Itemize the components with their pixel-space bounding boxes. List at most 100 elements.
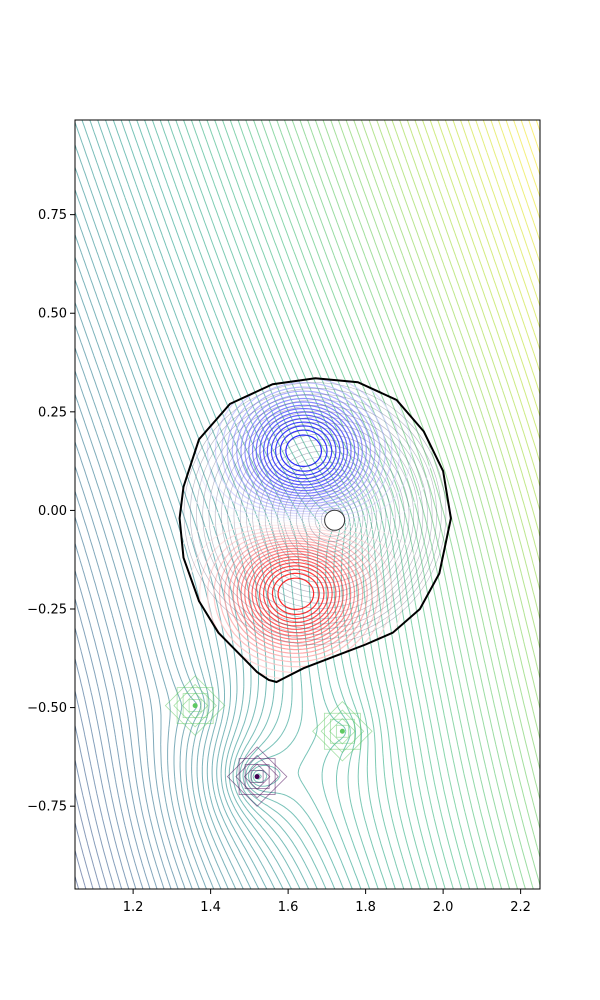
vacuum-contour-line — [128, 120, 353, 889]
plasma-contour-line — [240, 394, 367, 502]
plasma-contour-line — [236, 545, 356, 647]
vacuum-contour-line — [75, 627, 137, 889]
vacuum-contour-line — [237, 120, 471, 889]
flux-surface — [283, 473, 373, 563]
coil-contour — [238, 758, 276, 796]
vacuum-contour-line — [284, 120, 518, 889]
coil-contour — [250, 770, 264, 784]
y-axis: 0.75 0.50 0.25 0.00 −0.25 −0.50 −0.75 — [27, 208, 75, 815]
plasma-contour-line — [214, 378, 393, 515]
flux-surface — [246, 439, 401, 594]
vacuum-contour-line — [75, 759, 108, 889]
coil-contour — [176, 687, 214, 725]
plasma-contour-line — [248, 401, 360, 497]
coil-contour — [226, 746, 288, 807]
plasma-contour-line — [277, 577, 315, 610]
vacuum-contour-line — [75, 690, 123, 889]
vacuum-contour-line — [120, 120, 344, 889]
vacuum-contour-line — [75, 417, 193, 889]
plasma-contour-line — [244, 397, 363, 500]
coil-contour — [181, 692, 209, 719]
plasma-contour-line — [266, 418, 341, 483]
flux-surface — [308, 496, 355, 542]
coil-contour — [329, 718, 355, 744]
vacuum-contour-line — [167, 120, 396, 889]
plasma-contour-line — [263, 414, 345, 486]
plasma-contour-line — [223, 537, 368, 658]
plasma-contour-line — [240, 547, 352, 644]
vacuum-contour-line — [268, 120, 503, 889]
plasma-contour-line — [255, 408, 352, 492]
plasma-contour-line — [270, 421, 337, 480]
plasma-contour-line — [228, 540, 364, 654]
plasma-contour-line — [285, 434, 322, 467]
vacuum-contour-line — [75, 279, 237, 889]
flux-surface — [233, 427, 410, 604]
plasma-contour-line — [226, 382, 381, 510]
coil-contour — [320, 709, 365, 754]
plasma-contour-line — [259, 562, 333, 627]
vacuum-contour-line — [75, 394, 200, 889]
plasma-boundary-line — [178, 377, 452, 684]
coil-contour — [323, 712, 361, 750]
vacuum-contour-line — [75, 466, 179, 889]
vacuum-contour-line — [175, 120, 405, 889]
plasma-contour-line — [251, 556, 341, 634]
vacuum-contour-line — [75, 792, 101, 889]
coil-contour — [173, 683, 217, 728]
flux-surface — [271, 462, 382, 573]
flux-surface — [189, 388, 442, 640]
flux-surface — [252, 445, 396, 589]
flux-surface — [221, 416, 419, 614]
flux-surface — [314, 502, 350, 537]
magnetic-axis-marker — [324, 509, 346, 531]
y-tick-label: 0.50 — [38, 307, 67, 322]
flux-surface — [264, 456, 387, 578]
vacuum-contour-line — [75, 876, 80, 889]
vacuum-contour-line — [75, 598, 144, 889]
plasma-contour-line — [279, 429, 328, 472]
vacuum-contour-line — [75, 516, 165, 889]
coil-contour — [329, 717, 356, 745]
y-tick-label: −0.25 — [27, 603, 67, 618]
x-tick-label: 1.4 — [200, 900, 221, 915]
flux-surface — [296, 484, 364, 553]
axes-background — [75, 120, 540, 889]
coil-contour — [188, 699, 202, 713]
flux-surface — [183, 382, 447, 645]
plasma-contour-line — [252, 404, 356, 494]
flux-surface — [289, 479, 368, 558]
y-tick-label: 0.00 — [38, 504, 67, 519]
flux-surface — [227, 422, 414, 609]
x-tick-label: 2.2 — [510, 900, 531, 915]
coil-contour — [335, 724, 349, 738]
vacuum-contour-line — [75, 302, 229, 889]
x-axis: 1.2 1.4 1.6 1.8 2.0 2.2 — [123, 889, 531, 915]
flux-surface — [258, 450, 391, 584]
x-tick-label: 2.0 — [433, 900, 454, 915]
y-tick-label: 0.75 — [38, 208, 67, 223]
plasma-contour-line — [247, 553, 344, 637]
vacuum-contour-line — [75, 257, 244, 889]
coil-contour — [164, 675, 226, 736]
x-tick-label: 1.8 — [355, 900, 376, 915]
axes-frame — [74, 119, 541, 890]
plasma-contour-line — [267, 568, 325, 620]
coil-center — [254, 774, 260, 780]
vacuum-contour-line — [75, 658, 130, 889]
coil-contour — [244, 764, 270, 790]
flux-surface — [302, 490, 359, 548]
y-tick-label: −0.75 — [27, 800, 67, 815]
vacuum-contour-line — [75, 850, 87, 889]
vacuum-contour-line — [75, 370, 207, 889]
plasma-contour-line — [275, 425, 333, 476]
flux-surface — [208, 405, 428, 625]
coil-contour — [243, 763, 271, 790]
vacuum-contour-line — [75, 725, 116, 889]
x-tick-label: 1.6 — [278, 900, 299, 915]
plasma-contour-line — [232, 542, 360, 651]
plasma-contour-line — [244, 550, 348, 640]
coil-contour — [182, 693, 208, 719]
y-tick-label: −0.50 — [27, 701, 67, 716]
plasma-contour-line — [255, 559, 337, 630]
